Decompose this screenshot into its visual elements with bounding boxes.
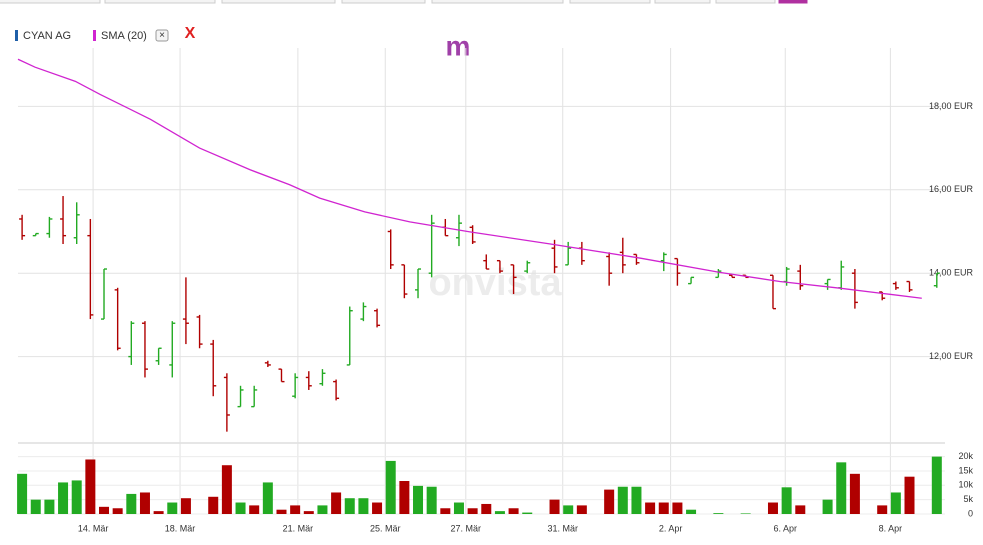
y-tick-label: 16,00 EUR — [929, 184, 974, 194]
volume-bar — [112, 508, 123, 514]
x-tick-label: 8. Apr — [879, 523, 903, 533]
volume-bar — [180, 498, 191, 514]
y2-tick-label: 5k — [963, 494, 973, 504]
y-tick-label: 14,00 EUR — [929, 268, 974, 278]
volume-bar — [836, 462, 847, 514]
toolbar-button[interactable] — [654, 0, 711, 4]
volume-bar — [494, 511, 505, 514]
volume-bar — [99, 506, 110, 514]
toolbar — [0, 0, 808, 4]
volume-bar — [508, 508, 519, 514]
x-tick-label: 27. Mär — [451, 523, 482, 533]
volume-bar — [740, 513, 751, 514]
x-tick-label: 31. Mär — [547, 523, 578, 533]
y2-tick-label: 15k — [958, 465, 973, 475]
toolbar-button[interactable] — [715, 0, 776, 4]
toolbar-button[interactable] — [341, 0, 426, 4]
volume-bar — [549, 499, 560, 514]
volume-bar — [58, 482, 69, 514]
toolbar-button[interactable] — [221, 0, 336, 4]
volume-bar — [262, 482, 273, 514]
toolbar-button[interactable] — [431, 0, 564, 4]
volume-bar — [481, 503, 492, 514]
volume-bar — [30, 499, 41, 514]
volume-bar — [795, 505, 806, 514]
x-tick-label: 18. Mär — [165, 523, 196, 533]
volume-bar — [413, 485, 424, 514]
volume-bar — [249, 505, 260, 514]
volume-bar — [617, 486, 628, 514]
volume-bar — [440, 508, 451, 514]
volume-bar — [44, 499, 55, 514]
y2-tick-label: 20k — [958, 451, 973, 461]
volume-bar — [372, 502, 383, 514]
volume-bar — [317, 505, 328, 514]
volume-bar — [71, 480, 82, 514]
volume-bar — [713, 513, 724, 514]
x-tick-label: 14. Mär — [78, 523, 109, 533]
x-tick-label: 21. Mär — [283, 523, 314, 533]
volume-bar — [658, 502, 669, 514]
volume-bar — [604, 489, 615, 514]
volume-bar — [167, 502, 178, 514]
volume-bar — [276, 509, 287, 514]
toolbar-button[interactable] — [778, 0, 808, 4]
volume-bar — [467, 508, 478, 514]
y-tick-label: 12,00 EUR — [929, 351, 974, 361]
toolbar-button[interactable] — [0, 0, 101, 4]
volume-bar — [453, 502, 464, 514]
logo: m — [446, 30, 471, 61]
volume-bar — [221, 465, 232, 514]
legend-swatch — [15, 30, 18, 41]
volume-bar — [822, 499, 833, 514]
y2-tick-label: 0 — [968, 508, 973, 518]
volume-bar — [645, 502, 656, 514]
remove-label: × — [159, 30, 165, 41]
legend-label: CYAN AG — [23, 30, 71, 42]
toolbar-button[interactable] — [569, 0, 651, 4]
volume-bar — [576, 505, 587, 514]
volume-bar — [849, 473, 860, 514]
x-tick-label: 25. Mär — [370, 523, 401, 533]
volume-bar — [303, 511, 314, 514]
volume-bar — [331, 492, 342, 514]
volume-bar — [153, 511, 164, 514]
volume-bar — [631, 486, 642, 514]
toolbar-button[interactable] — [104, 0, 216, 4]
volume-bar — [686, 509, 697, 514]
x-tick-label: 6. Apr — [774, 523, 798, 533]
volume-bar — [563, 505, 574, 514]
y2-tick-label: 10k — [958, 480, 973, 490]
volume-bar — [904, 476, 915, 514]
volume-bar — [358, 498, 369, 514]
volume-bar — [672, 502, 683, 514]
volume-bar — [139, 492, 150, 514]
remove-button[interactable] — [155, 29, 169, 42]
volume-bar — [877, 505, 888, 514]
volume-bar — [344, 498, 355, 514]
volume-bar — [399, 481, 410, 514]
sma-line — [17, 58, 922, 299]
volume-bar — [126, 493, 137, 514]
volume-bar — [17, 473, 28, 514]
volume-bar — [385, 460, 396, 514]
volume-bar — [781, 487, 792, 514]
legend-swatch — [93, 30, 96, 41]
volume-bar — [522, 512, 533, 514]
volume-bar — [931, 456, 942, 514]
volume-bar — [426, 486, 437, 514]
volume-bar — [890, 492, 901, 514]
volume-bar — [85, 459, 96, 514]
legend: CYAN AG SMA (20) — [15, 30, 147, 42]
legend-label: SMA (20) — [101, 30, 147, 42]
volume-bar — [208, 496, 219, 514]
watermark: onvista — [428, 262, 562, 304]
close-button[interactable]: X — [185, 25, 196, 42]
volume-bar — [235, 502, 246, 514]
x-tick-label: 2. Apr — [659, 523, 683, 533]
y-tick-label: 18,00 EUR — [929, 101, 974, 111]
volume-bar — [767, 502, 778, 514]
volume-bar — [290, 505, 301, 514]
